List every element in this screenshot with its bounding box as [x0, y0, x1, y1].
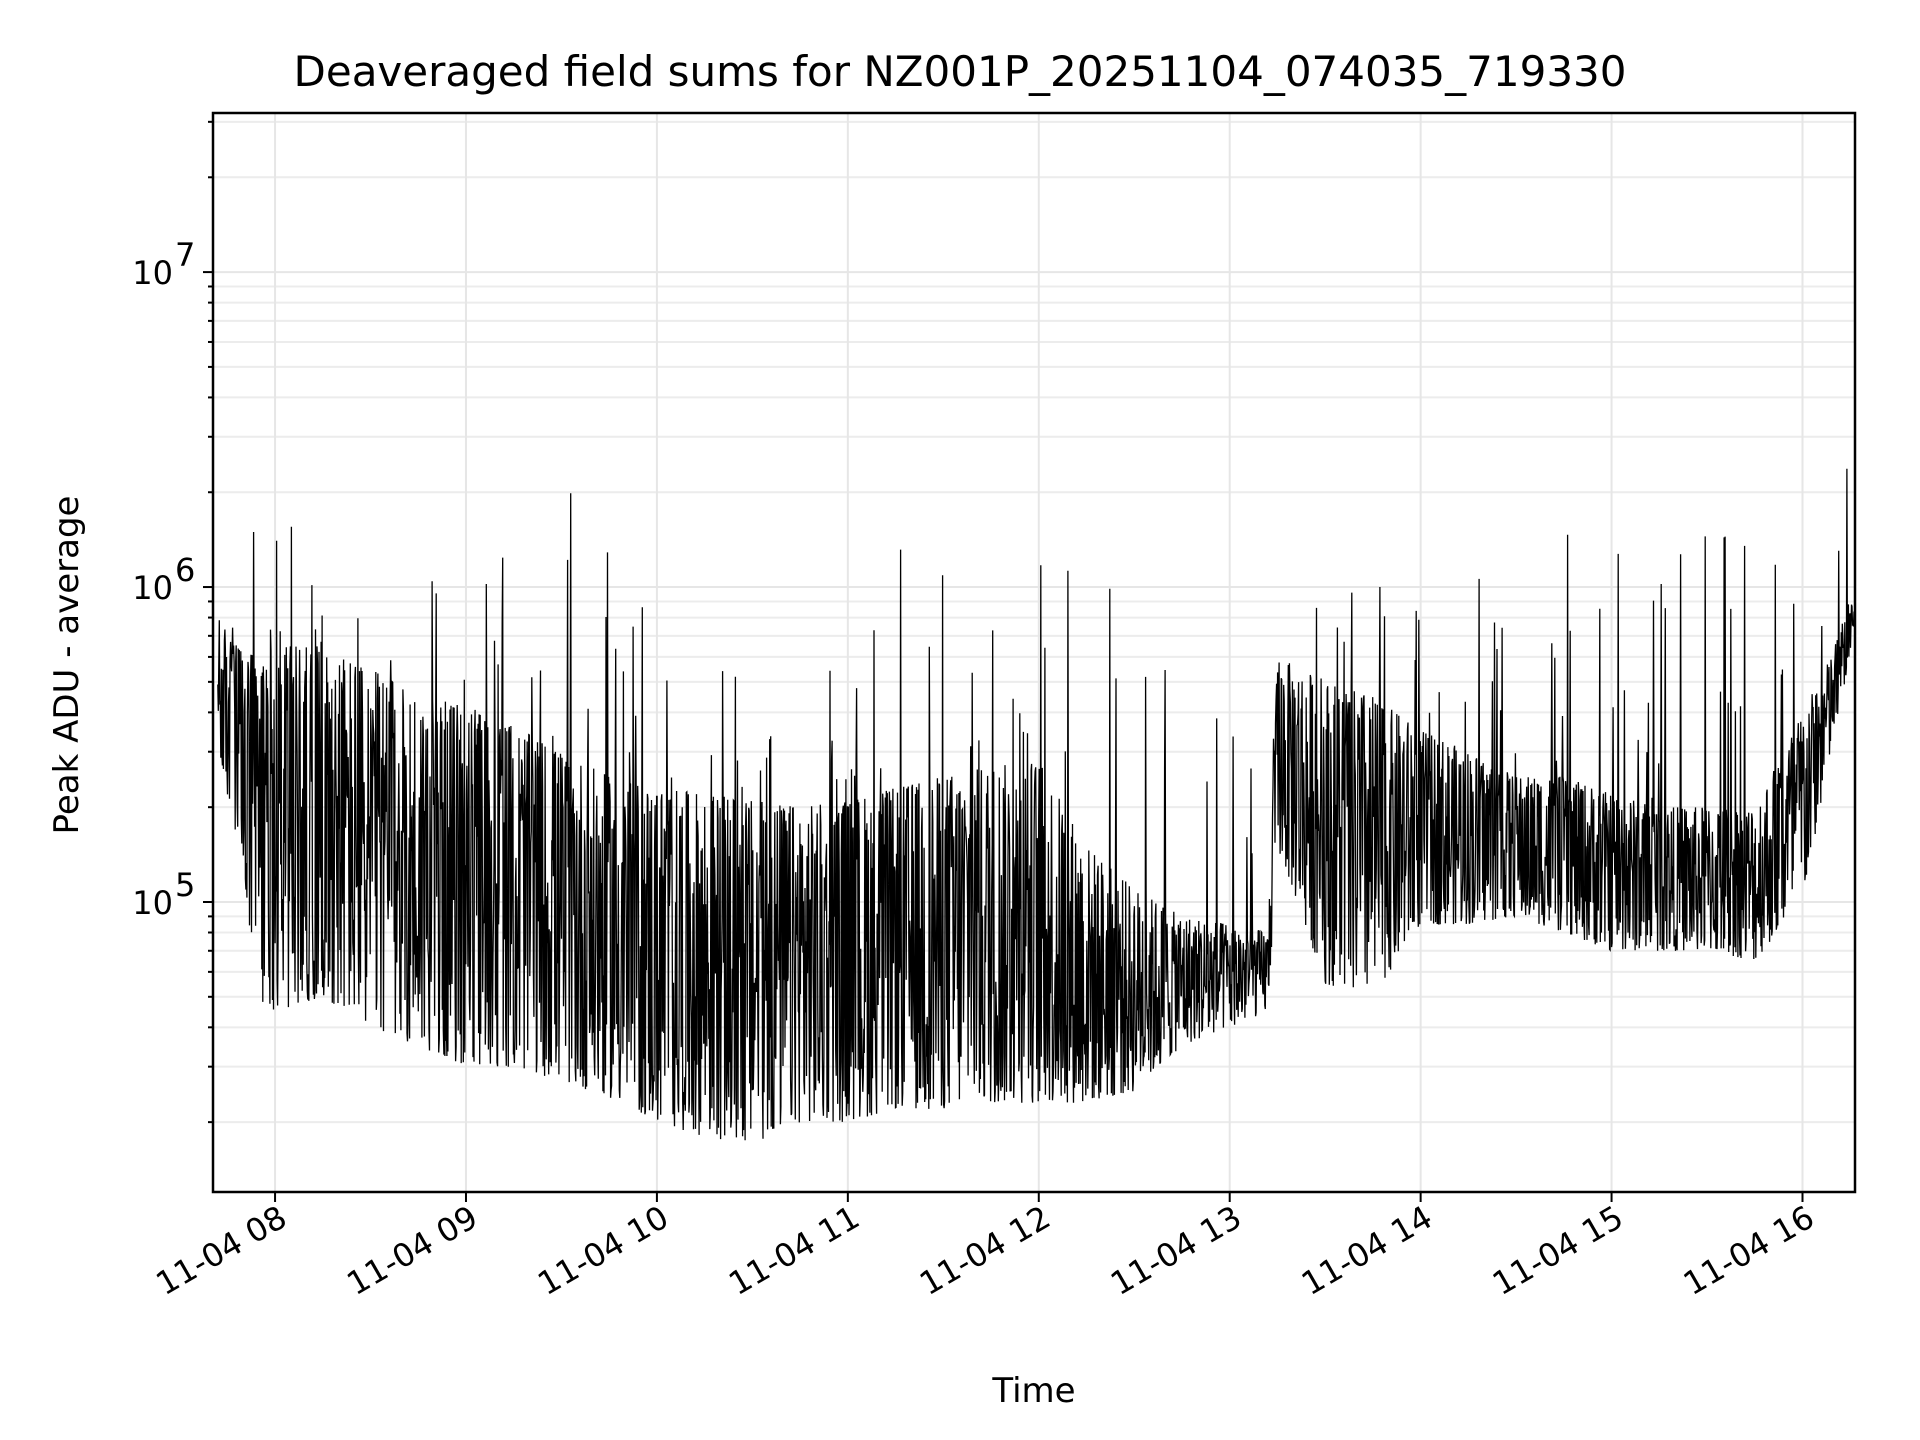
grid-lines: [213, 113, 1855, 1192]
x-axis-label: Time: [991, 1371, 1075, 1411]
y-tick-label: 10 6: [132, 551, 195, 607]
x-tick-label: 11-04 11: [722, 1198, 866, 1303]
y-tick-base: 10: [132, 569, 173, 607]
x-axis-ticks: 11-04 08 11-04 09 11-04 10 11-04 11 11-04 12…: [149, 1192, 1820, 1303]
y-tick-base: 10: [132, 254, 173, 292]
chart-title: Deaveraged field sums for NZ001P_2025110…: [294, 47, 1627, 96]
x-tick-label: 11-04 16: [1677, 1198, 1821, 1303]
x-tick-label: 11-04 08: [149, 1198, 293, 1303]
y-axis-label: Peak ADU - average: [47, 496, 87, 835]
x-tick-label: 11-04 09: [340, 1198, 484, 1303]
x-tick-label: 11-04 14: [1295, 1198, 1439, 1303]
y-tick-exponent: 7: [175, 236, 195, 274]
plot-frame: [211, 111, 1857, 1194]
x-tick-label: 11-04 12: [913, 1198, 1057, 1303]
y-tick-exponent: 5: [175, 866, 195, 904]
series-line: [217, 468, 1855, 1141]
y-tick-label: 10 7: [132, 236, 195, 292]
x-tick-label: 11-04 13: [1104, 1198, 1248, 1303]
x-tick-label: 11-04 10: [531, 1198, 675, 1303]
series-trace: [217, 468, 1855, 1141]
x-tick-label: 11-04 15: [1486, 1198, 1630, 1303]
y-tick-label: 10 5: [132, 866, 195, 922]
y-tick-base: 10: [132, 884, 173, 922]
y-tick-exponent: 6: [175, 551, 195, 589]
